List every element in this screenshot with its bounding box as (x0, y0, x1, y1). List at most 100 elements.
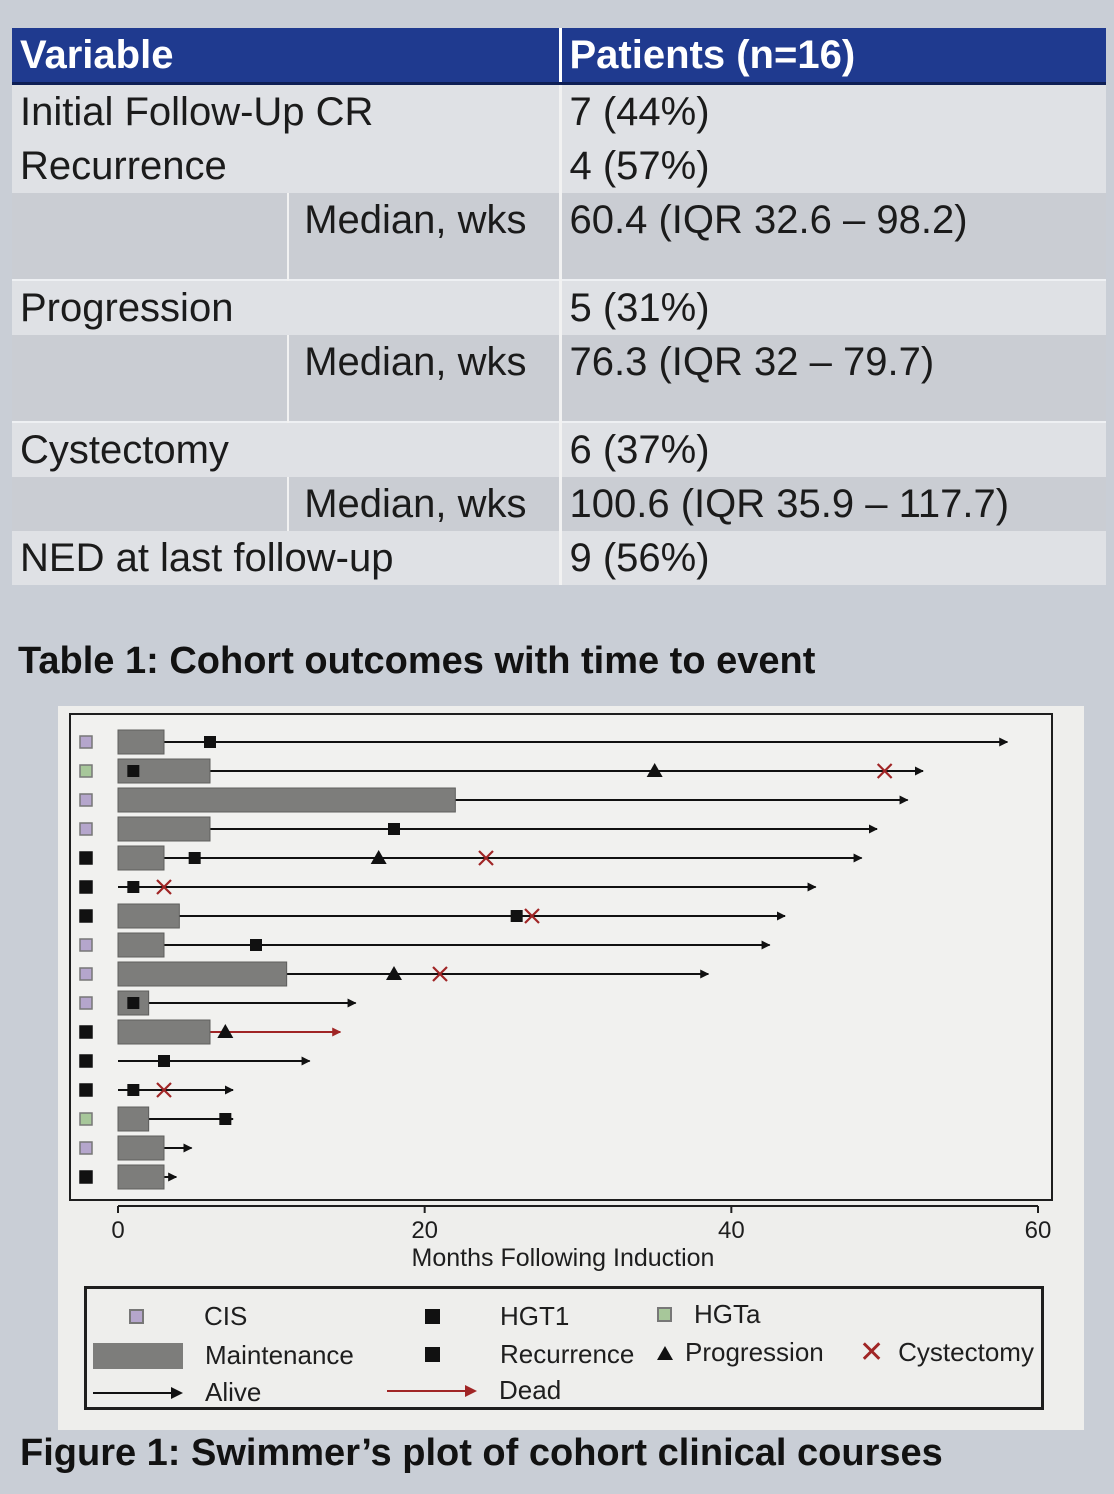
stage-marker (79, 1170, 93, 1184)
row-variable: Initial Follow-Up CR (12, 83, 560, 139)
patient-row (79, 1135, 193, 1161)
stage-marker (79, 1083, 93, 1097)
table-row: Recurrence 4 (57%) (12, 139, 1106, 193)
stage-marker (79, 822, 93, 836)
legend-maintenance: Maintenance (93, 1340, 354, 1371)
row-value: 7 (44%) (558, 83, 1106, 139)
patient-row (79, 1164, 178, 1190)
row-variable (12, 477, 289, 531)
maintenance-bar (117, 729, 165, 755)
stage-marker (79, 735, 93, 749)
progression-marker (646, 763, 663, 777)
legend-cis: CIS (129, 1301, 247, 1332)
maintenance-bar (117, 845, 165, 871)
recurrence-marker (219, 1113, 232, 1125)
patient-row (79, 1019, 342, 1045)
table-header-row: Variable Patients (n=16) (12, 28, 1106, 85)
red-arrow-icon (387, 1384, 477, 1397)
maintenance-bar-icon (93, 1342, 183, 1369)
patient-row (79, 1082, 234, 1098)
row-value: 76.3 (IQR 32 – 79.7) (558, 335, 1106, 422)
recurrence-marker (388, 823, 400, 835)
legend-label: Maintenance (205, 1340, 354, 1370)
recurrence-marker (127, 1084, 140, 1096)
row-subvariable: Median, wks (288, 193, 560, 280)
stage-marker (79, 1025, 93, 1039)
row-value: 4 (57%) (558, 139, 1106, 193)
stage-marker (79, 967, 93, 981)
x-tick-label: 20 (411, 1217, 438, 1244)
x-tick-label: 0 (111, 1217, 124, 1244)
stage-marker (79, 880, 93, 894)
cystectomy-marker (156, 879, 172, 895)
black-arrow-icon (93, 1386, 183, 1399)
legend-label: Cystectomy (898, 1337, 1034, 1367)
stage-marker (79, 909, 93, 923)
recurrence-marker (188, 852, 201, 864)
hgta-square-icon (657, 1307, 672, 1322)
header-variable: Variable (12, 28, 560, 85)
table-row: Median, wks 60.4 (IQR 32.6 – 98.2) (12, 193, 1106, 280)
table-row: NED at last follow-up 9 (56%) (12, 531, 1106, 585)
legend-label: Dead (499, 1375, 562, 1405)
recurrence-marker (510, 910, 523, 922)
legend-recurrence: Recurrence (425, 1339, 634, 1370)
cystectomy-marker (478, 850, 494, 866)
maintenance-bar (117, 932, 165, 958)
table-row: Median, wks 76.3 (IQR 32 – 79.7) (12, 335, 1106, 422)
stage-marker (79, 1141, 93, 1155)
progression-marker (370, 850, 387, 864)
maintenance-bar (117, 1164, 165, 1190)
legend-label: CIS (204, 1301, 248, 1331)
table-row: Initial Follow-Up CR 7 (44%) (12, 83, 1106, 139)
x-tick-label: 40 (718, 1217, 745, 1244)
maintenance-bar (117, 1019, 211, 1045)
row-value: 9 (56%) (558, 531, 1106, 585)
legend-label: Progression (685, 1337, 824, 1367)
legend-alive: Alive (93, 1377, 261, 1408)
table-row: Median, wks 100.6 (IQR 35.9 – 117.7) (12, 477, 1106, 531)
recurrence-marker (158, 1055, 170, 1067)
recurrence-marker (127, 765, 140, 777)
stage-marker (79, 793, 93, 807)
legend-hgta: HGTa (657, 1299, 760, 1330)
stage-marker (79, 851, 93, 865)
row-variable: Recurrence (12, 139, 560, 193)
recurrence-marker (204, 736, 216, 748)
triangle-icon (657, 1345, 673, 1360)
cystectomy-marker (876, 763, 893, 779)
maintenance-bar (117, 1135, 165, 1161)
stage-marker (79, 764, 93, 778)
stage-marker (79, 996, 93, 1010)
legend-progression: Progression (657, 1337, 824, 1368)
stage-marker (79, 1054, 93, 1068)
patient-row (79, 1106, 234, 1132)
legend-dead: Dead (387, 1375, 561, 1406)
recurrence-marker (250, 939, 262, 951)
patient-row (79, 758, 924, 784)
legend-label: Recurrence (500, 1339, 635, 1369)
cystectomy-marker (156, 1082, 172, 1098)
row-value: 60.4 (IQR 32.6 – 98.2) (558, 193, 1106, 280)
swimmer-plot: 0 20 40 60 Months Following Induction (69, 713, 1053, 1272)
patient-row (79, 990, 357, 1016)
patient-row (79, 1054, 311, 1068)
hgt1-square-icon (425, 1309, 440, 1324)
header-patients: Patients (n=16) (558, 28, 1106, 85)
patient-row (79, 879, 817, 895)
row-value: 100.6 (IQR 35.9 – 117.7) (558, 477, 1106, 531)
patient-row (79, 816, 878, 842)
plot-frame (69, 713, 1053, 1201)
patient-row (79, 787, 909, 813)
x-tick-label: 60 (1025, 1217, 1052, 1244)
recurrence-marker (127, 997, 140, 1009)
progression-marker (217, 1024, 234, 1038)
row-subvariable: Median, wks (288, 335, 560, 422)
figure-caption: Figure 1: Swimmer’s plot of cohort clini… (20, 1432, 943, 1474)
maintenance-bar (117, 1106, 150, 1132)
maintenance-bar (117, 787, 456, 813)
patient-row (79, 932, 771, 958)
progression-marker (386, 966, 402, 980)
legend-cystectomy: ✕ Cystectomy (859, 1337, 1034, 1368)
table-caption: Table 1: Cohort outcomes with time to ev… (18, 640, 816, 682)
